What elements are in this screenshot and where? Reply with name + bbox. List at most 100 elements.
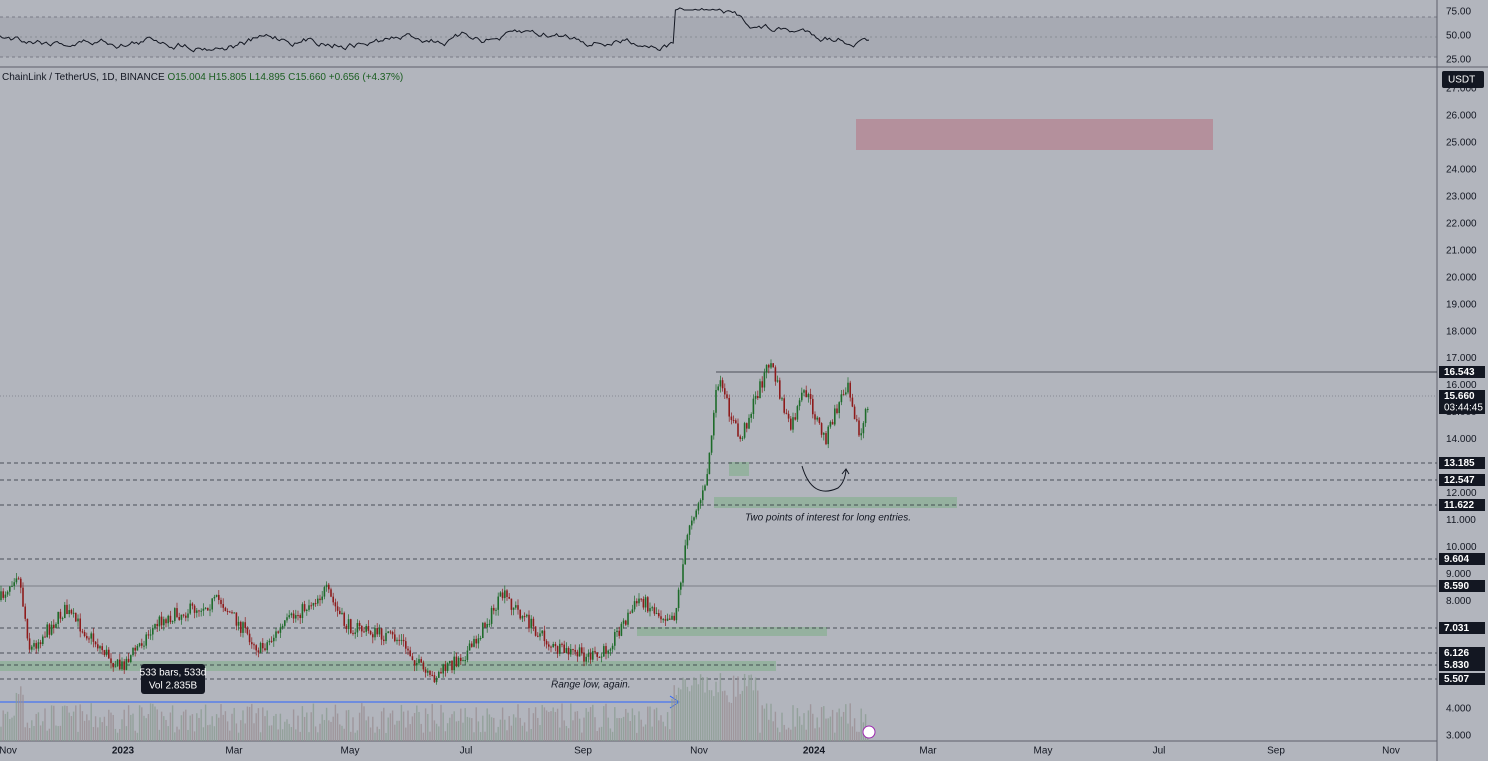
candle-body bbox=[77, 618, 79, 622]
candle-body bbox=[561, 643, 563, 645]
candle-body bbox=[376, 627, 378, 635]
currency-badge[interactable] bbox=[1442, 71, 1484, 88]
candle-body bbox=[163, 619, 165, 626]
candle-body bbox=[517, 605, 519, 610]
price-axis-label: 16.000 bbox=[1446, 380, 1477, 391]
candle-body bbox=[147, 634, 150, 636]
candle-body bbox=[473, 638, 475, 647]
volume-bar bbox=[136, 732, 139, 741]
volume-bar bbox=[341, 725, 343, 741]
candle-body bbox=[838, 402, 840, 414]
volume-bar bbox=[233, 707, 235, 741]
candle-body bbox=[180, 614, 183, 620]
volume-bar bbox=[506, 730, 508, 741]
volume-bar bbox=[145, 718, 147, 741]
candle-body bbox=[248, 633, 251, 643]
candle-body bbox=[475, 638, 477, 644]
candle-body bbox=[424, 669, 427, 673]
rsi-band bbox=[0, 17, 1437, 57]
candle-body bbox=[411, 656, 414, 661]
volume-bar bbox=[603, 706, 605, 741]
candle-body bbox=[330, 589, 332, 597]
volume-bar bbox=[284, 721, 286, 741]
volume-bar bbox=[363, 706, 365, 741]
candle-body bbox=[24, 606, 26, 619]
candle-body bbox=[596, 652, 598, 657]
volume-bar bbox=[143, 715, 145, 741]
candle-body bbox=[719, 380, 722, 387]
price-tag bbox=[1439, 673, 1485, 685]
volume-bar bbox=[141, 707, 143, 741]
candle-body bbox=[112, 663, 114, 668]
volume-bar bbox=[607, 717, 609, 741]
candle-body bbox=[770, 363, 772, 368]
candle-body bbox=[442, 664, 444, 674]
candle-body bbox=[383, 639, 385, 642]
candle-body bbox=[772, 363, 774, 368]
price-tag-label: 6.126 bbox=[1444, 648, 1469, 659]
volume-bar bbox=[424, 708, 427, 741]
volume-bar bbox=[416, 705, 418, 741]
event-icon[interactable] bbox=[862, 725, 876, 739]
volume-bar bbox=[200, 709, 202, 741]
volume-bar bbox=[240, 720, 242, 741]
volume-bar bbox=[407, 710, 409, 741]
price-tag bbox=[1439, 499, 1485, 511]
volume-bar bbox=[4, 713, 7, 741]
candle-body bbox=[576, 651, 579, 657]
volume-bar bbox=[116, 732, 119, 741]
volume-bar bbox=[724, 690, 726, 741]
candle-body bbox=[477, 638, 480, 644]
volume-bar bbox=[814, 728, 816, 741]
candle-body bbox=[559, 643, 561, 654]
volume-bar bbox=[394, 724, 396, 741]
volume-bar bbox=[68, 712, 70, 741]
volume-bar bbox=[627, 712, 629, 741]
volume-bar bbox=[572, 720, 574, 741]
candle-body bbox=[240, 621, 242, 633]
candle-body bbox=[119, 659, 121, 670]
volume-bar bbox=[609, 728, 612, 741]
candle-body bbox=[468, 643, 471, 651]
candle-body bbox=[691, 520, 693, 526]
price-axis-label: 21.000 bbox=[1446, 245, 1477, 256]
volume-bar bbox=[372, 716, 374, 741]
price-tag-label: 5.507 bbox=[1444, 674, 1469, 685]
candle-body bbox=[231, 612, 233, 614]
candle-body bbox=[728, 397, 730, 417]
volume-bar bbox=[757, 690, 759, 741]
candle-body bbox=[746, 423, 748, 429]
candle-body bbox=[506, 590, 508, 598]
volume-bar bbox=[152, 703, 154, 741]
candle-body bbox=[497, 596, 499, 610]
volume-bar bbox=[512, 714, 515, 741]
volume-bar bbox=[138, 705, 141, 741]
volume-bar bbox=[376, 726, 378, 741]
volume-bar bbox=[79, 704, 81, 741]
price-axis-label: 9.000 bbox=[1446, 569, 1471, 580]
candle-body bbox=[614, 632, 616, 646]
candle-body bbox=[215, 594, 218, 597]
candle-body bbox=[127, 658, 130, 662]
volume-bar bbox=[655, 707, 658, 741]
volume-bar bbox=[325, 707, 328, 741]
volume-bar bbox=[838, 708, 840, 741]
volume-bar bbox=[218, 717, 220, 741]
candle-body bbox=[748, 417, 750, 429]
volume-bar bbox=[622, 716, 625, 741]
rsi-axis-label: 50.00 bbox=[1446, 31, 1471, 42]
candle-body bbox=[389, 631, 392, 633]
candle-body bbox=[145, 634, 147, 646]
candle-body bbox=[387, 631, 389, 634]
volume-bar bbox=[748, 675, 750, 741]
price-tag bbox=[1439, 457, 1485, 469]
candle-body bbox=[763, 372, 766, 388]
volume-bar bbox=[440, 704, 442, 741]
price-tag-label: 11.622 bbox=[1444, 500, 1474, 511]
candle-body bbox=[818, 417, 821, 424]
candle-body bbox=[781, 398, 783, 400]
time-axis-label: Nov bbox=[0, 746, 17, 757]
volume-bar bbox=[167, 726, 169, 741]
volume-bar bbox=[385, 732, 387, 741]
candle-body bbox=[647, 597, 649, 612]
